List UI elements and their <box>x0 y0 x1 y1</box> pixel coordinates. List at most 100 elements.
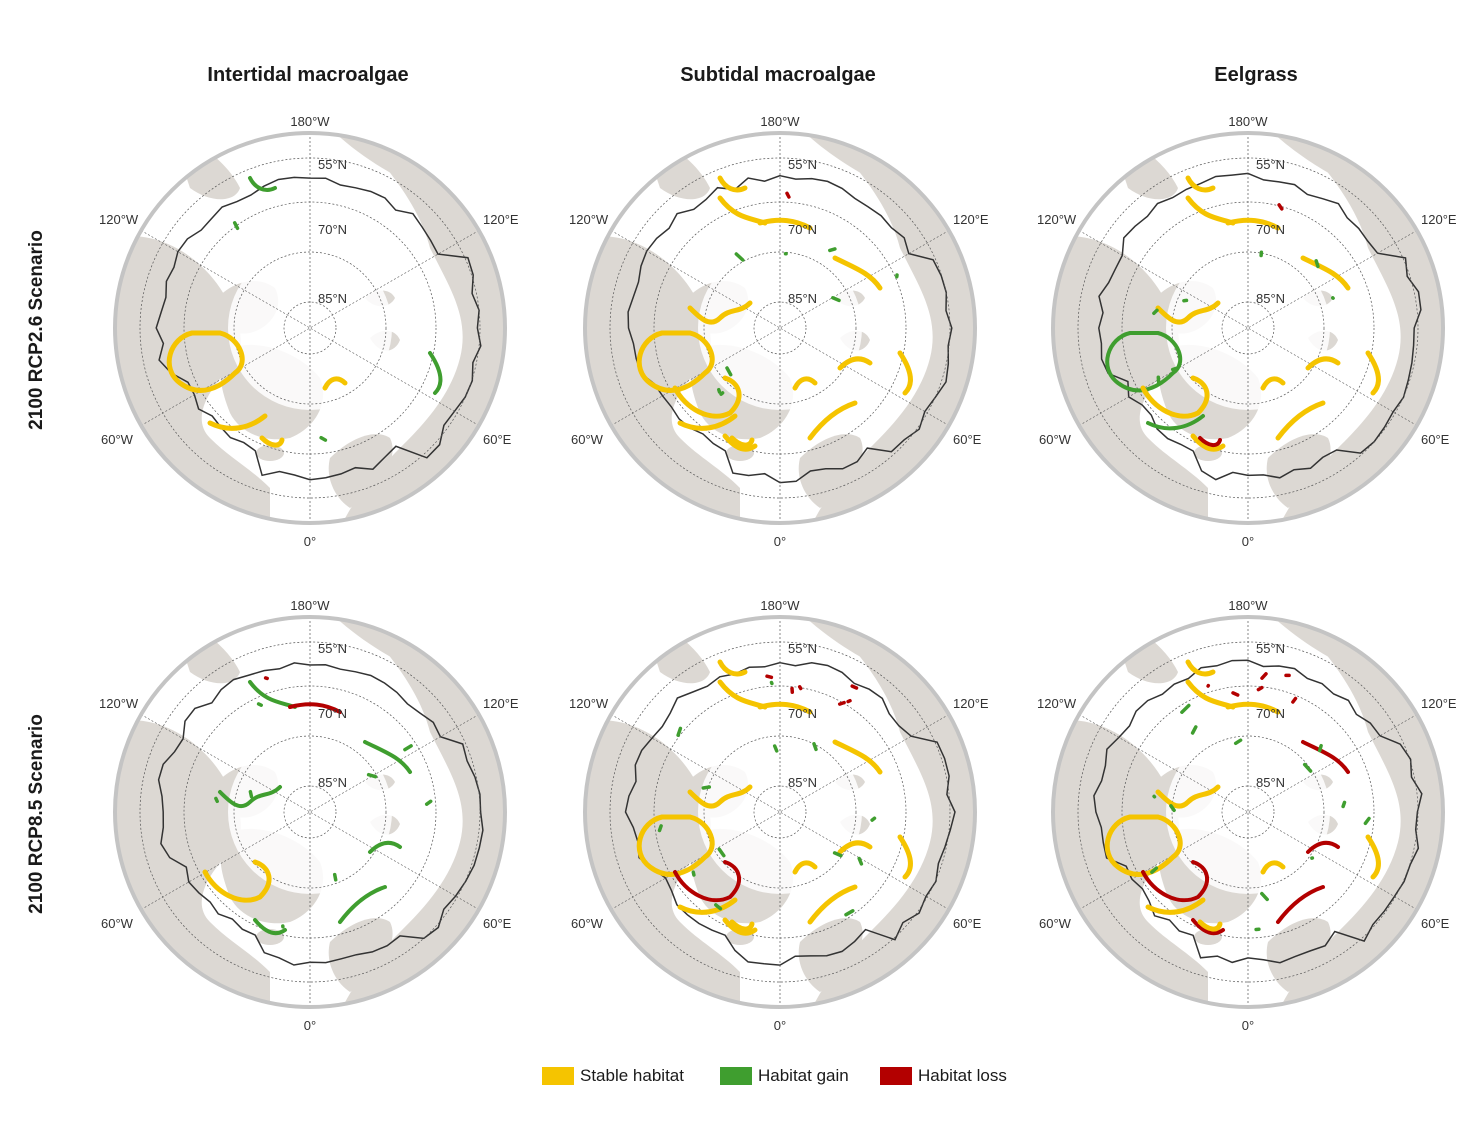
habitat-stable-segment <box>1155 784 1221 809</box>
habitat-loss-segment <box>263 676 269 681</box>
habitat-stable-segment <box>792 860 818 875</box>
habitat-loss-segment <box>797 685 803 691</box>
habitat-stable-segment <box>729 435 755 448</box>
habitat-loss-segment <box>765 674 774 680</box>
label-60w: 60°W <box>1039 432 1072 447</box>
label-85n: 85°N <box>788 291 817 306</box>
habitat-stable-segment <box>202 859 272 903</box>
habitat-stable-segment <box>1260 376 1286 391</box>
habitat-gain-segment <box>424 799 433 806</box>
habitat-gain-segment <box>1146 414 1205 431</box>
habitat-gain-segment <box>857 856 864 866</box>
label-120e: 120°E <box>483 696 519 711</box>
arctic-ocean <box>698 730 862 894</box>
label-55n: 55°N <box>1256 157 1285 172</box>
habitat-stable-segment <box>757 701 813 715</box>
label-180w: 180°W <box>760 598 800 613</box>
legend-item-gain: Habitat gain <box>720 1064 849 1088</box>
habitat-gain-segment <box>1317 743 1323 753</box>
latitude-circle <box>703 735 857 889</box>
map-panel: 180°W 0° 120°W 120°E 60°W 60°E 55°N 70°N 85°N <box>75 594 545 1034</box>
label-0: 0° <box>774 534 786 549</box>
polar-map: 180°W 0° 120°W 120°E 60°W 60°E 55°N 70°N 85°N <box>99 598 519 1033</box>
label-0: 0° <box>1242 534 1254 549</box>
habitat-gain-segment <box>676 726 683 737</box>
label-60w: 60°W <box>1039 916 1072 931</box>
habitat-stable-segment <box>1185 659 1216 677</box>
habitat-gain-segment <box>1169 804 1176 813</box>
habitat-stable-segment <box>1155 300 1221 325</box>
habitat-stable-segment <box>1275 400 1326 441</box>
label-120e: 120°E <box>953 212 989 227</box>
habitat-gain-segment <box>772 744 779 753</box>
habitat-loss-segment <box>1301 740 1350 774</box>
habitat-gain-segment <box>1180 703 1191 714</box>
habitat-gain-segment <box>1105 331 1183 393</box>
label-55n: 55°N <box>788 157 817 172</box>
label-70n: 70°N <box>788 222 817 237</box>
label-120e: 120°E <box>1421 212 1457 227</box>
habitat-gain-segment <box>725 366 733 377</box>
map-body <box>585 133 975 523</box>
habitat-stable-segment <box>687 784 753 809</box>
habitat-stable-segment <box>1190 433 1226 452</box>
label-180w: 180°W <box>290 114 330 129</box>
habitat-loss-segment <box>1141 860 1209 903</box>
label-60e: 60°E <box>1421 916 1450 931</box>
meridian-line <box>610 230 950 426</box>
habitat-gain-segment <box>256 702 263 707</box>
habitat-gain-segment <box>248 789 254 799</box>
legend-label-loss: Habitat loss <box>918 1066 1007 1085</box>
habitat-gain-segment <box>214 796 219 804</box>
meridian-line <box>1078 230 1418 426</box>
label-55n: 55°N <box>318 157 347 172</box>
habitat-gain-segment <box>218 785 282 809</box>
habitat-loss-segment <box>850 684 859 690</box>
habitat-gain-segment <box>319 435 328 442</box>
map-panel: 180°W 0° 120°W 120°E 60°W 60°E 55°N 70°N 85°N <box>545 594 1015 1034</box>
map-frame <box>1051 131 1445 525</box>
habitat-stable-segment <box>1365 834 1381 880</box>
map-frame <box>583 615 977 1009</box>
column-title-eelgrass: Eelgrass <box>1214 64 1298 86</box>
label-55n: 55°N <box>318 641 347 656</box>
label-0: 0° <box>304 534 316 549</box>
label-85n: 85°N <box>788 775 817 790</box>
column-title-intertidal: Intertidal macroalgae <box>207 64 409 86</box>
habitat-gain-segment <box>1302 762 1313 773</box>
label-60e: 60°E <box>953 916 982 931</box>
label-60e: 60°E <box>1421 432 1450 447</box>
habitat-gain-segment <box>701 785 712 790</box>
label-120w: 120°W <box>1037 696 1077 711</box>
habitat-stable-segment <box>897 834 913 880</box>
label-0: 0° <box>1242 1018 1254 1033</box>
habitat-layer <box>1104 659 1381 936</box>
habitat-layer <box>202 676 433 936</box>
habitat-gain-segment <box>332 872 338 882</box>
habitat-stable-segment <box>166 330 245 393</box>
habitat-gain-segment <box>363 740 412 774</box>
habitat-gain-segment <box>844 909 855 917</box>
habitat-gain-segment <box>1233 738 1243 746</box>
study-boundary <box>155 176 482 481</box>
habitat-gain-segment <box>734 252 745 262</box>
label-85n: 85°N <box>318 291 347 306</box>
habitat-layer <box>636 659 913 936</box>
label-180w: 180°W <box>1228 114 1268 129</box>
graticule <box>139 133 481 523</box>
habitat-gain-segment <box>832 851 843 858</box>
habitat-loss-segment <box>1191 918 1225 936</box>
habitat-gain-segment <box>232 221 240 231</box>
label-120w: 120°W <box>569 212 609 227</box>
meridian-line <box>610 714 950 910</box>
habitat-stable-segment <box>1185 175 1216 193</box>
habitat-stable-segment <box>1145 897 1206 915</box>
habitat-stable-segment <box>1140 375 1210 419</box>
map-panel: 180°W 0° 120°W 120°E 60°W 60°E 55°N 70°N 85°N <box>75 110 545 550</box>
legend-swatch-stable <box>542 1067 574 1085</box>
column-title-subtidal: Subtidal macroalgae <box>680 64 876 86</box>
map-body <box>1053 133 1443 523</box>
habitat-stable-segment <box>1225 701 1281 715</box>
habitat-gain-segment <box>812 742 818 752</box>
label-85n: 85°N <box>1256 291 1285 306</box>
